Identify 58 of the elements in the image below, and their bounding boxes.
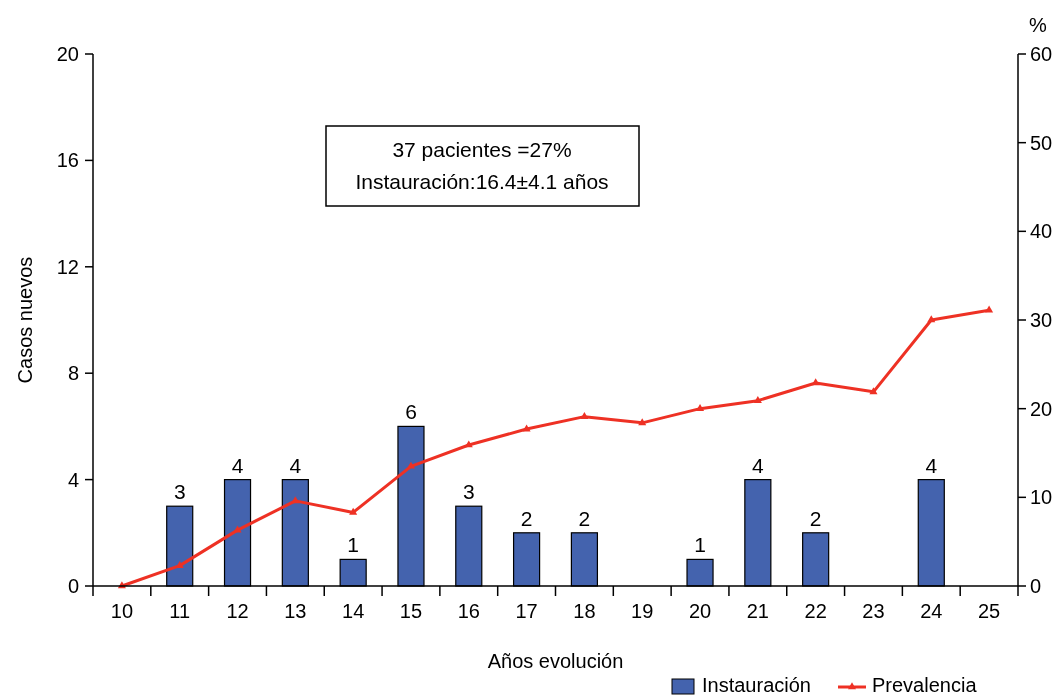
x-tick-label: 20 bbox=[688, 600, 712, 622]
y2-tick-label: 0 bbox=[1030, 575, 1042, 597]
x-tick-label: 16 bbox=[457, 600, 480, 622]
x-tick-label: 10 bbox=[110, 600, 134, 622]
legend-label: Instauración bbox=[702, 674, 811, 696]
x-tick-label: 25 bbox=[977, 600, 1001, 622]
x-tick-label: 11 bbox=[169, 600, 191, 622]
x-tick-label: 23 bbox=[862, 600, 885, 622]
y-tick-label: 20 bbox=[56, 43, 79, 65]
data-label: 1 bbox=[347, 533, 359, 557]
y2-tick-label: 20 bbox=[1030, 397, 1053, 420]
y-tick-label: 0 bbox=[67, 575, 79, 597]
x-tick-label: 24 bbox=[920, 600, 943, 622]
data-label: 2 bbox=[809, 506, 822, 530]
data-label: 3 bbox=[462, 480, 475, 504]
y-tick-label: 8 bbox=[67, 362, 79, 385]
point bbox=[985, 305, 994, 313]
x-tick-label: 12 bbox=[226, 600, 249, 622]
y2-tick-label: 60 bbox=[1030, 43, 1053, 65]
y2-tick-label: 10 bbox=[1030, 486, 1053, 509]
x-axis-title: Años evolución bbox=[487, 650, 624, 672]
y-tick-label: 4 bbox=[67, 468, 79, 491]
y2-tick-label: 40 bbox=[1030, 220, 1053, 243]
point bbox=[869, 387, 878, 395]
y-axis-title: Casos nuevos bbox=[14, 256, 36, 384]
y2-axis-title: % bbox=[1029, 14, 1048, 36]
y-tick-label: 16 bbox=[56, 149, 79, 172]
data-label: 4 bbox=[231, 453, 244, 477]
annotation: 37 pacientes =27% bbox=[392, 138, 572, 161]
annotation: Instauración:16.4±4.1 años bbox=[355, 170, 609, 193]
point bbox=[638, 418, 647, 426]
point bbox=[753, 396, 762, 404]
point bbox=[406, 461, 415, 469]
point bbox=[291, 496, 300, 504]
x-tick-label: 19 bbox=[631, 600, 654, 622]
x-tick-label: 17 bbox=[515, 600, 538, 622]
x-tick-label: 13 bbox=[284, 600, 307, 622]
data-label: 4 bbox=[925, 453, 938, 477]
data-label: 2 bbox=[578, 506, 591, 530]
point bbox=[696, 404, 705, 411]
point bbox=[349, 507, 358, 515]
point bbox=[927, 315, 936, 323]
data-label: 1 bbox=[694, 533, 706, 557]
data-label: 4 bbox=[752, 453, 764, 477]
x-tick-label: 18 bbox=[573, 600, 596, 622]
y-tick-label: 12 bbox=[56, 255, 79, 278]
data-label: 6 bbox=[405, 400, 417, 424]
x-tick-label: 14 bbox=[342, 600, 365, 622]
y2-tick-label: 30 bbox=[1030, 309, 1053, 331]
legend-label: Prevalencia bbox=[872, 674, 978, 696]
data-label: 4 bbox=[289, 453, 302, 477]
x-tick-label: 22 bbox=[804, 600, 827, 622]
x-tick-label: 21 bbox=[746, 600, 769, 622]
data-label: 3 bbox=[173, 480, 186, 504]
x-tick-label: 15 bbox=[399, 600, 423, 622]
point bbox=[580, 412, 589, 419]
data-label: 2 bbox=[520, 506, 533, 530]
y2-tick-label: 50 bbox=[1030, 131, 1053, 154]
